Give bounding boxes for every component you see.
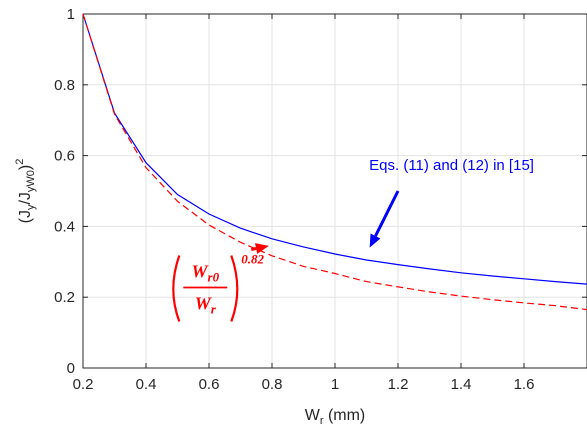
annotation-formula-arrow-head [255, 243, 269, 254]
x-axis-label: Wr (mm) [305, 407, 366, 427]
annotation-eqs-label: Eqs. (11) and (12) in [15] [369, 157, 534, 174]
formula-left-paren [172, 255, 181, 322]
series-line-2 [82, 13, 587, 311]
formula-denominator-sub: r [211, 302, 217, 317]
y-tick-label: 0 [67, 360, 75, 377]
x-axis-label-sub: r [320, 415, 324, 427]
axis-ticks: 0.2 0.4 0.6 0.8 1 1.2 1.4 1.600.20.40.60.81 [54, 6, 587, 393]
x-tick-label: 1 [331, 376, 339, 393]
y-tick-label: 0.6 [54, 148, 75, 165]
annotation-eqs-arrow-shaft [374, 190, 400, 237]
y-axis-label-sub1: y [25, 204, 37, 210]
formula-numerator-sub: r0 [208, 270, 220, 285]
x-tick-label: 0.8 [262, 376, 283, 393]
x-tick-label: 1.2 [388, 376, 409, 393]
x-axis-label-main: W [305, 407, 321, 424]
y-axis-label-sub2: yW0 [25, 170, 37, 192]
x-axis-label-rest: (mm) [324, 407, 366, 424]
formula-exponent: 0.82 [241, 252, 264, 267]
formula-right-paren [230, 255, 239, 322]
y-axis-label-sup: 2 [14, 159, 26, 165]
y-axis-label-close: ) [17, 165, 34, 170]
y-axis-label-open: (J [17, 210, 34, 223]
y-axis-label: (Jy/JyW0)2 [14, 159, 37, 224]
series-line-1 [82, 13, 587, 285]
x-tick-label: 0.4 [136, 376, 157, 393]
y-tick-label: 0.2 [54, 289, 75, 306]
x-tick-label: 1.6 [514, 376, 535, 393]
annotation-eqs-arrow-head [369, 233, 381, 248]
x-tick-label: 0.6 [199, 376, 220, 393]
x-tick-label: 1.4 [451, 376, 472, 393]
y-tick-label: 1 [67, 6, 75, 23]
annotation-formula-arrow-shaft [250, 247, 257, 251]
y-tick-label: 0.8 [54, 77, 75, 94]
x-tick-label: 0.2 [73, 376, 94, 393]
y-axis-label-mid: /J [17, 192, 34, 204]
series-group [82, 13, 587, 311]
y-tick-label: 0.4 [54, 218, 75, 235]
